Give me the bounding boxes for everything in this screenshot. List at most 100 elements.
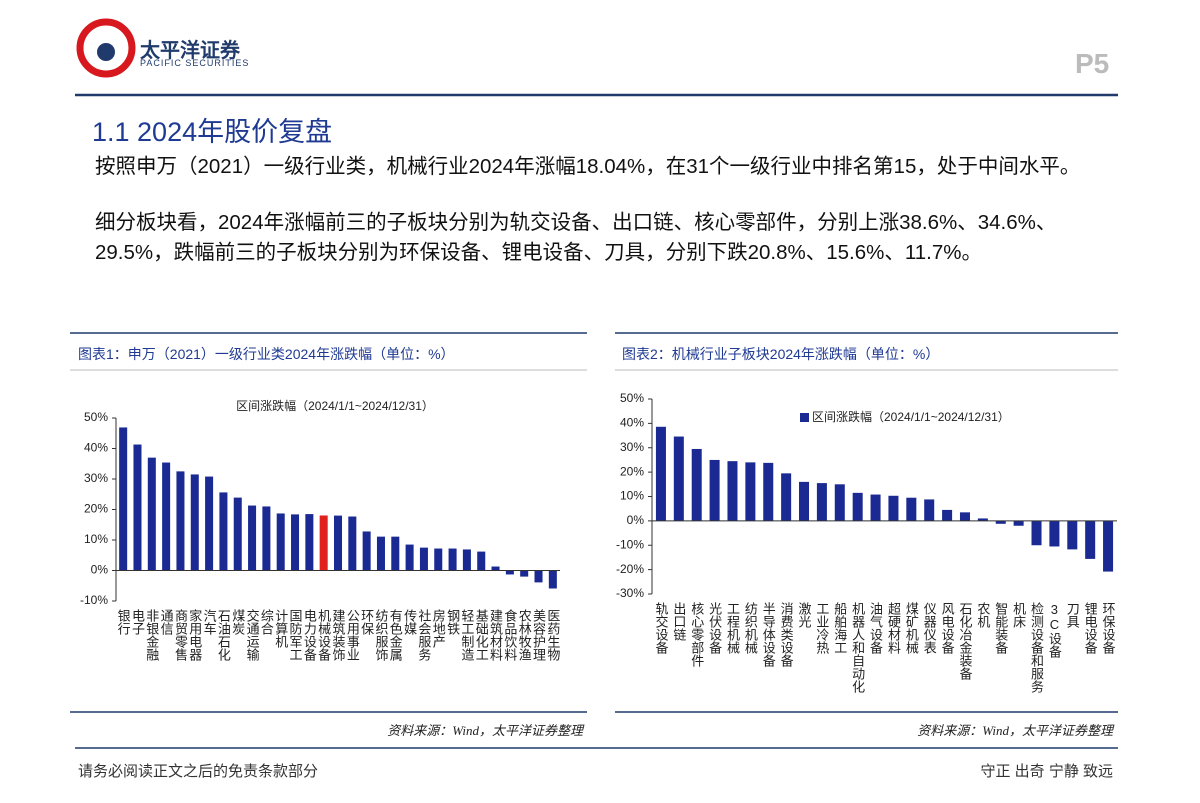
x-tick-label: 机器人和自动化 (850, 602, 865, 694)
x-tick-label: 检测设备和服务 (1029, 602, 1044, 693)
logo (76, 18, 136, 78)
bar (219, 492, 228, 571)
bar (1031, 520, 1042, 546)
y-tick-label: 30% (620, 440, 644, 454)
x-tick-label: 纺织机械 (743, 602, 758, 654)
x-tick-label: 汽车 (202, 609, 217, 635)
bar (727, 461, 738, 521)
legend-label: 区间涨跌幅（2024/1/1~2024/12/31） (812, 409, 1010, 424)
bar (870, 494, 881, 521)
bar (781, 473, 792, 521)
y-tick-label: 50% (84, 410, 108, 424)
x-tick-label: 建筑装饰 (331, 609, 346, 661)
x-tick-label: 通信 (159, 609, 174, 635)
x-tick-label: 有色金属 (388, 609, 403, 662)
footer-left: 请务必阅读正文之后的免责条款部分 (78, 763, 319, 780)
bar (448, 548, 457, 571)
bar (1013, 520, 1024, 526)
figure-source: 资料来源：Wind，太平洋证券整理 (387, 723, 583, 738)
page-number: P5 (1075, 48, 1110, 79)
bar (333, 515, 343, 571)
x-tick-label: 煤矿机械 (904, 602, 919, 654)
x-tick-label: 环保设备 (1101, 602, 1116, 655)
bar (709, 459, 720, 521)
bar (852, 492, 863, 521)
y-tick-label: -30% (616, 586, 644, 600)
y-tick-label: 10% (620, 489, 644, 503)
bar (376, 536, 385, 571)
bar (763, 462, 774, 521)
chart-title: 区间涨跌幅（2024/1/1~2024/12/31） (236, 398, 434, 413)
x-tick-label: 出口链 (671, 602, 686, 642)
x-tick-label: 房地产 (431, 608, 446, 649)
bar (391, 536, 400, 571)
x-tick-label: 非银金融 (144, 609, 159, 661)
bar (534, 570, 543, 583)
x-tick-label: 机床 (1011, 602, 1026, 628)
bar (233, 497, 242, 571)
x-tick-label: 轨交设备 (653, 602, 668, 655)
x-tick-label: 工程机械 (725, 602, 740, 654)
x-tick-label: 锂电设备 (1083, 602, 1098, 655)
bar (548, 570, 557, 589)
bar (995, 520, 1006, 524)
x-tick-label: 核心零部件 (689, 602, 704, 667)
logo-dot (97, 43, 115, 61)
x-tick-label: 农林牧渔 (517, 609, 532, 661)
x-tick-label: 机械设备 (316, 609, 331, 662)
x-tick-label: 国防军工 (288, 609, 303, 661)
bar (176, 471, 185, 571)
bar (816, 483, 827, 521)
figure-caption: 图表2：机械行业子板块2024年涨跌幅（单位：%） (622, 346, 940, 362)
y-tick-label: 50% (620, 391, 644, 405)
footer-right: 守正 出奇 宁静 致远 (980, 763, 1113, 780)
bar (1085, 520, 1096, 559)
x-tick-label: 仪器仪表 (922, 602, 937, 654)
x-tick-label: 建筑材料 (488, 609, 503, 661)
bar (1067, 520, 1078, 550)
x-tick-label: 传媒 (402, 609, 417, 635)
x-tick-label: 食品饮料 (502, 608, 517, 661)
bar (262, 506, 271, 571)
x-tick-label: 工业冷热 (814, 602, 829, 654)
bar (477, 551, 486, 571)
x-tick-label: 激光 (797, 602, 812, 628)
x-tick-label: 农机 (975, 602, 990, 629)
x-tick-label: 风电设备 (940, 602, 955, 655)
bar (462, 549, 471, 571)
bar (834, 484, 845, 521)
x-tick-label: 交通运输 (245, 608, 260, 661)
x-tick-label: 石化冶金装备 (957, 602, 972, 681)
y-tick-label: 40% (620, 416, 644, 430)
x-tick-label: 船舶海工 (832, 602, 847, 654)
logo-cn: 太平洋证券 (140, 40, 240, 62)
bar (133, 444, 142, 571)
bar (419, 547, 428, 571)
paragraph: 细分板块看，2024年涨幅前三的子板块分别为轨交设备、出口链、核心零部件，分别上… (95, 211, 1057, 264)
bar (888, 495, 899, 521)
figure-caption: 图表1：申万（2021）一级行业类2024年涨跌幅（单位：%） (78, 346, 455, 362)
bar (205, 476, 214, 571)
figure-source: 资料来源：Wind，太平洋证券整理 (917, 723, 1113, 738)
bar (942, 509, 953, 521)
x-tick-label: 半导体设备 (761, 602, 776, 668)
bar (745, 462, 756, 521)
x-tick-label: 综合 (259, 609, 274, 635)
bar (362, 531, 371, 571)
y-tick-label: 30% (84, 471, 108, 485)
x-tick-label: 环保 (359, 609, 374, 635)
y-tick-label: 10% (84, 532, 108, 546)
x-tick-label: 电力设备 (302, 609, 317, 662)
bar (655, 426, 666, 521)
x-tick-label: 基础化工 (474, 609, 489, 661)
logo-en: PACIFIC SECURITIES (140, 58, 250, 68)
x-tick-label: 银行 (116, 609, 131, 636)
x-tick-label: 公用事业 (345, 609, 360, 661)
bar (959, 512, 970, 521)
x-tick-label: 3C设备 (1047, 602, 1062, 659)
bar (348, 516, 357, 571)
bar (1103, 520, 1114, 572)
y-tick-label: -10% (80, 593, 108, 607)
bar (248, 505, 257, 571)
